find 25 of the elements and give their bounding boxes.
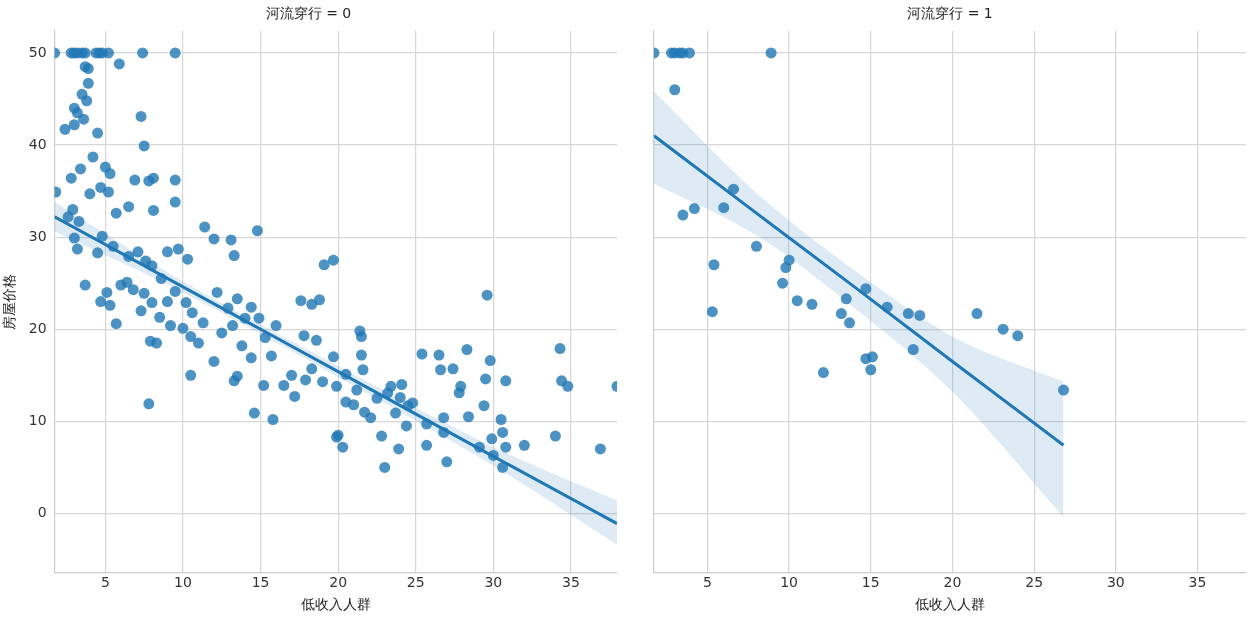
x-tick-label: 20 [943,574,962,591]
x-tick-label: 35 [1188,574,1207,591]
x-tick-label: 20 [329,574,348,591]
x-axis-title: 低收入人群 [915,596,985,613]
x-tick-label: 25 [1025,574,1044,591]
x-tick-label: 30 [1106,574,1125,591]
y-tick-label: 30 [28,227,47,244]
x-tick-label: 5 [702,574,712,591]
x-tick-label: 25 [406,574,425,591]
y-tick-label: 40 [28,135,47,152]
x-tick-label: 35 [562,574,580,591]
y-tick-label: 20 [28,319,47,336]
x-tick-label: 15 [861,574,880,591]
y-axis-title: 房屋价格 [1,273,18,330]
chart-title: 河流穿行 = 1 [907,5,993,22]
x-tick-label: 5 [100,574,110,591]
y-tick-label: 10 [28,411,47,428]
chart-title: 河流穿行 = 0 [265,5,352,22]
x-tick-label: 15 [251,574,270,591]
y-tick-label: 0 [37,504,47,521]
x-axis-title: 低收入人群 [300,596,371,613]
x-tick-label: 10 [780,574,799,591]
x-tick-label: 30 [484,574,503,591]
y-tick-label: 50 [28,43,47,60]
x-tick-label: 10 [174,574,192,591]
